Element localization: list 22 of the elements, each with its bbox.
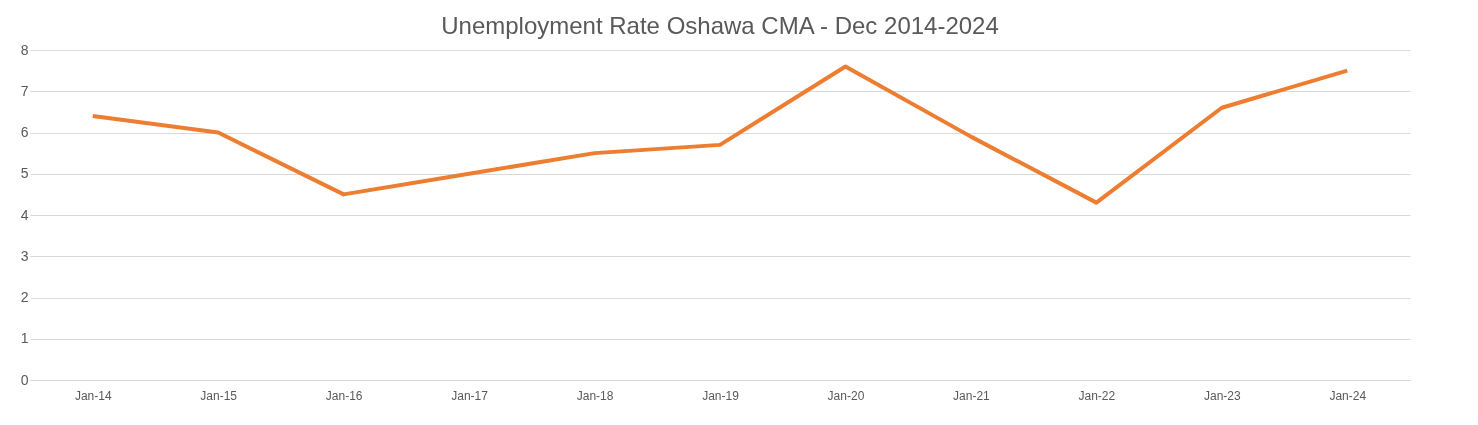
- y-tick-label: 0: [20, 371, 29, 388]
- x-tick-label: Jan-22: [1078, 388, 1116, 403]
- x-tick-label: Jan-21: [953, 388, 991, 403]
- x-tick-label: Jan-24: [1329, 388, 1367, 403]
- y-tick-label: 6: [20, 124, 29, 140]
- x-tick-label: Jan-16: [325, 388, 363, 403]
- x-tick-label: Jan-14: [74, 388, 112, 403]
- y-tick-label: 8: [20, 41, 29, 58]
- y-tick-label: 5: [20, 165, 29, 182]
- y-tick-label: 2: [20, 289, 29, 305]
- x-tick-label: Jan-18: [576, 388, 614, 403]
- x-tick-label: Jan-17: [451, 388, 489, 403]
- chart-title: Unemployment Rate Oshawa CMA - Dec 2014-2024: [441, 12, 999, 39]
- y-tick-label: 1: [20, 330, 29, 347]
- y-tick-label: 4: [20, 206, 29, 223]
- x-tick-label: Jan-23: [1203, 388, 1241, 403]
- y-tick-label: 3: [20, 247, 29, 264]
- y-tick-label: 7: [20, 82, 29, 99]
- x-tick-label: Jan-19: [702, 388, 740, 403]
- line-series: [90, 64, 1350, 205]
- x-tick-label: Jan-15: [200, 388, 238, 403]
- x-tick-label: Jan-20: [827, 388, 865, 403]
